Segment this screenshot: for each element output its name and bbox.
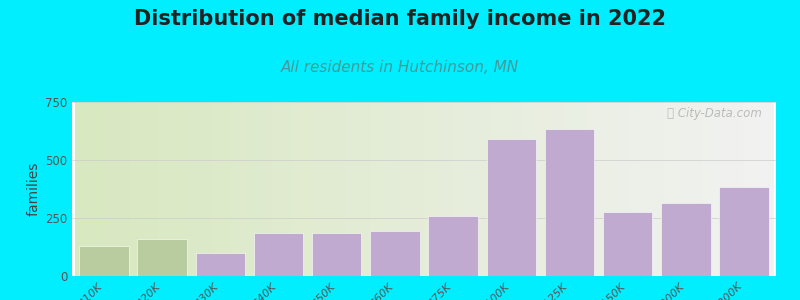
Bar	[486, 139, 536, 276]
Bar	[196, 253, 245, 276]
Bar	[661, 203, 710, 276]
Bar	[719, 187, 769, 276]
Bar	[254, 233, 303, 276]
Text: Distribution of median family income in 2022: Distribution of median family income in …	[134, 9, 666, 29]
Text: All residents in Hutchinson, MN: All residents in Hutchinson, MN	[281, 60, 519, 75]
Bar	[370, 231, 420, 276]
Bar	[79, 246, 129, 276]
Text: Ⓣ City-Data.com: Ⓣ City-Data.com	[667, 107, 762, 120]
Bar	[545, 129, 594, 276]
Bar	[603, 212, 652, 276]
Y-axis label: families: families	[26, 162, 41, 216]
Bar	[428, 216, 478, 276]
Bar	[312, 233, 362, 276]
Bar	[138, 239, 187, 276]
